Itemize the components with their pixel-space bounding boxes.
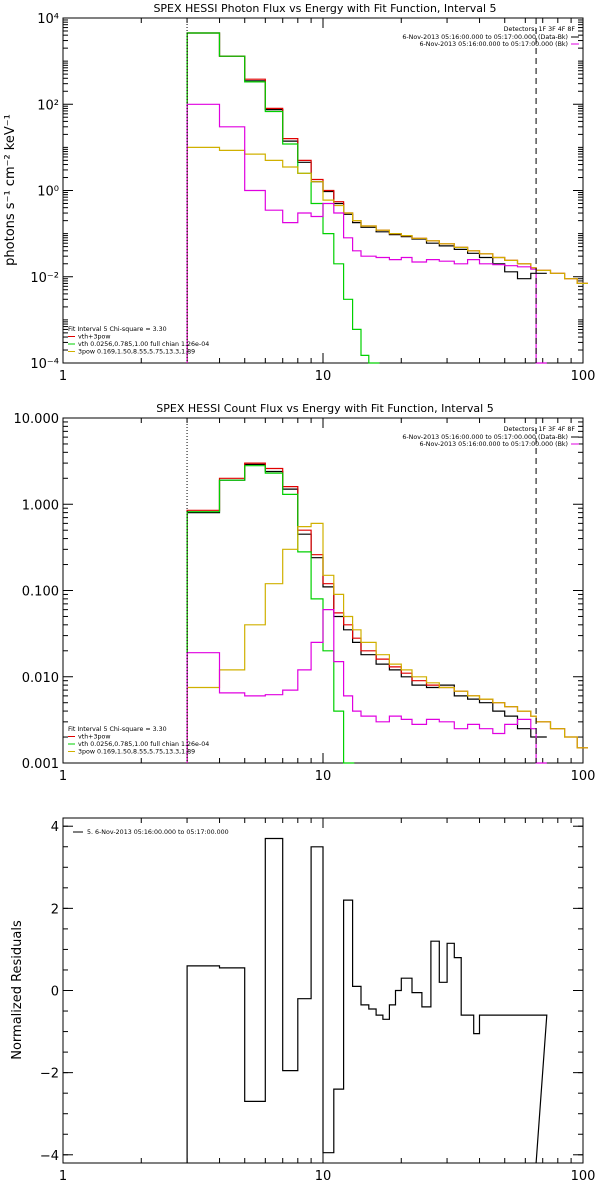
photon-detector-header: Detectors: 1F 3F 4F 8F [504, 26, 576, 33]
legend-label: vth 0.0256,0.785,1.00 full chian 1.26e-0… [78, 741, 209, 748]
photon-y-ticks: 10⁻⁴ 10⁻² 10⁰ 10² 10⁴ [30, 12, 583, 372]
count-y-ticks: 0.001 0.010 0.100 1.000 10.000 [14, 412, 583, 772]
residuals-x-tick-label: 100 [571, 1169, 596, 1184]
legend-label: 6-Nov-2013 05:16:00.000 to 05:17:00.000 … [402, 34, 568, 41]
photon-y-tick-label: 10⁰ [37, 185, 59, 200]
residuals-y-axis-label: Normalized Residuals [10, 920, 25, 1060]
residuals-y-ticks: −4 −2 0 2 4 [40, 820, 583, 1164]
photon-x-tick-label: 1 [59, 369, 67, 384]
count-y-tick-label: 0.001 [22, 757, 59, 772]
photon-y-tick-label: 10⁻⁴ [30, 357, 59, 372]
count-series-vth-3pow [186, 462, 588, 763]
photon-chart-title: SPEX HESSI Photon Flux vs Energy with Fi… [153, 2, 496, 15]
residuals-y-tick-label: 2 [51, 902, 59, 917]
count-x-tick-label: 100 [571, 769, 596, 784]
residuals-series-residuals [186, 837, 548, 1164]
photon-vlines [186, 18, 537, 363]
count-x-tick-label: 1 [59, 769, 67, 784]
photon-series-bk [186, 103, 547, 364]
count-series-data-bk [186, 463, 547, 763]
count-legend-bottom: Fit Interval 5 Chi-square = 3.30vth+3pow… [68, 726, 209, 756]
count-legend-top: 6-Nov-2013 05:16:00.000 to 05:17:00.000 … [402, 434, 579, 448]
photon-x-tick-label: 100 [571, 369, 596, 384]
residuals-x-ticks: 1 10 100 [59, 818, 596, 1184]
photon-flux-panel: SPEX HESSI Photon Flux vs Energy with Fi… [3, 2, 595, 384]
photon-series-group [186, 32, 588, 364]
legend-label: vth 0.0256,0.785,1.00 full chian 1.26e-0… [78, 341, 209, 348]
count-y-tick-label: 0.010 [22, 671, 59, 686]
photon-y-tick-label: 10⁴ [37, 12, 59, 27]
count-x-ticks: 1 10 100 [59, 418, 596, 784]
photon-x-ticks: 1 10 100 [59, 18, 596, 384]
legend-label: vth+3pow [78, 734, 110, 741]
photon-series-3pow [186, 146, 588, 363]
legend-label: vth+3pow [78, 334, 110, 341]
count-series-vth [186, 465, 355, 764]
residuals-y-tick-label: −2 [40, 1067, 59, 1082]
photon-series-data-bk [186, 32, 547, 363]
count-x-tick-label: 10 [315, 769, 332, 784]
count-vlines [186, 418, 537, 763]
residuals-y-tick-label: 4 [51, 820, 59, 835]
residuals-y-tick-label: −4 [40, 1149, 59, 1164]
legend-label: 3pow 0.169,1.50,8.55,5.75,13.3,1.89 [78, 349, 195, 356]
photon-x-tick-label: 10 [315, 369, 332, 384]
legend-label: 3pow 0.169,1.50,8.55,5.75,13.3,1.89 [78, 749, 195, 756]
count-series-bk [186, 609, 547, 764]
photon-series-vth [186, 32, 380, 364]
residuals-legend: 5. 6-Nov-2013 05:16:00.000 to 05:17:00.0… [73, 829, 229, 836]
photon-legend-bottom: Fit Interval 5 Chi-square = 3.30vth+3pow… [68, 326, 209, 356]
legend-label: 6-Nov-2013 05:16:00.000 to 05:17:00.000 … [419, 41, 568, 48]
count-series-3pow [186, 522, 588, 763]
count-y-tick-label: 1.000 [22, 498, 59, 513]
residuals-x-tick-label: 1 [59, 1169, 67, 1184]
count-chart-title: SPEX HESSI Count Flux vs Energy with Fit… [156, 402, 493, 415]
count-series-group [186, 462, 588, 764]
residuals-panel: Normalized Residuals 1 10 100 −4 −2 0 2 4 5. 6… [10, 817, 596, 1184]
legend-label: 6-Nov-2013 05:16:00.000 to 05:17:00.000 … [402, 434, 568, 441]
legend-label: Fit Interval 5 Chi-square = 3.30 [68, 726, 167, 733]
count-y-tick-label: 10.000 [14, 412, 60, 427]
legend-label: 5. 6-Nov-2013 05:16:00.000 to 05:17:00.0… [87, 829, 229, 836]
photon-y-axis-label: photons s⁻¹ cm⁻² keV⁻¹ [3, 114, 18, 266]
photon-y-tick-label: 10⁻² [30, 271, 59, 286]
photon-legend-top: 6-Nov-2013 05:16:00.000 to 05:17:00.000 … [402, 34, 579, 48]
residuals-x-tick-label: 10 [315, 1169, 332, 1184]
count-y-tick-label: 0.100 [22, 585, 59, 600]
residuals-y-tick-label: 0 [51, 985, 59, 1000]
count-flux-panel: SPEX HESSI Count Flux vs Energy with Fit… [14, 402, 596, 784]
legend-label: Fit Interval 5 Chi-square = 3.30 [68, 326, 167, 333]
photon-y-tick-label: 10² [37, 98, 59, 113]
count-detector-header: Detectors: 1F 3F 4F 8F [504, 426, 576, 433]
residuals-series-group [186, 837, 548, 1164]
legend-label: 6-Nov-2013 05:16:00.000 to 05:17:00.000 … [419, 441, 568, 448]
